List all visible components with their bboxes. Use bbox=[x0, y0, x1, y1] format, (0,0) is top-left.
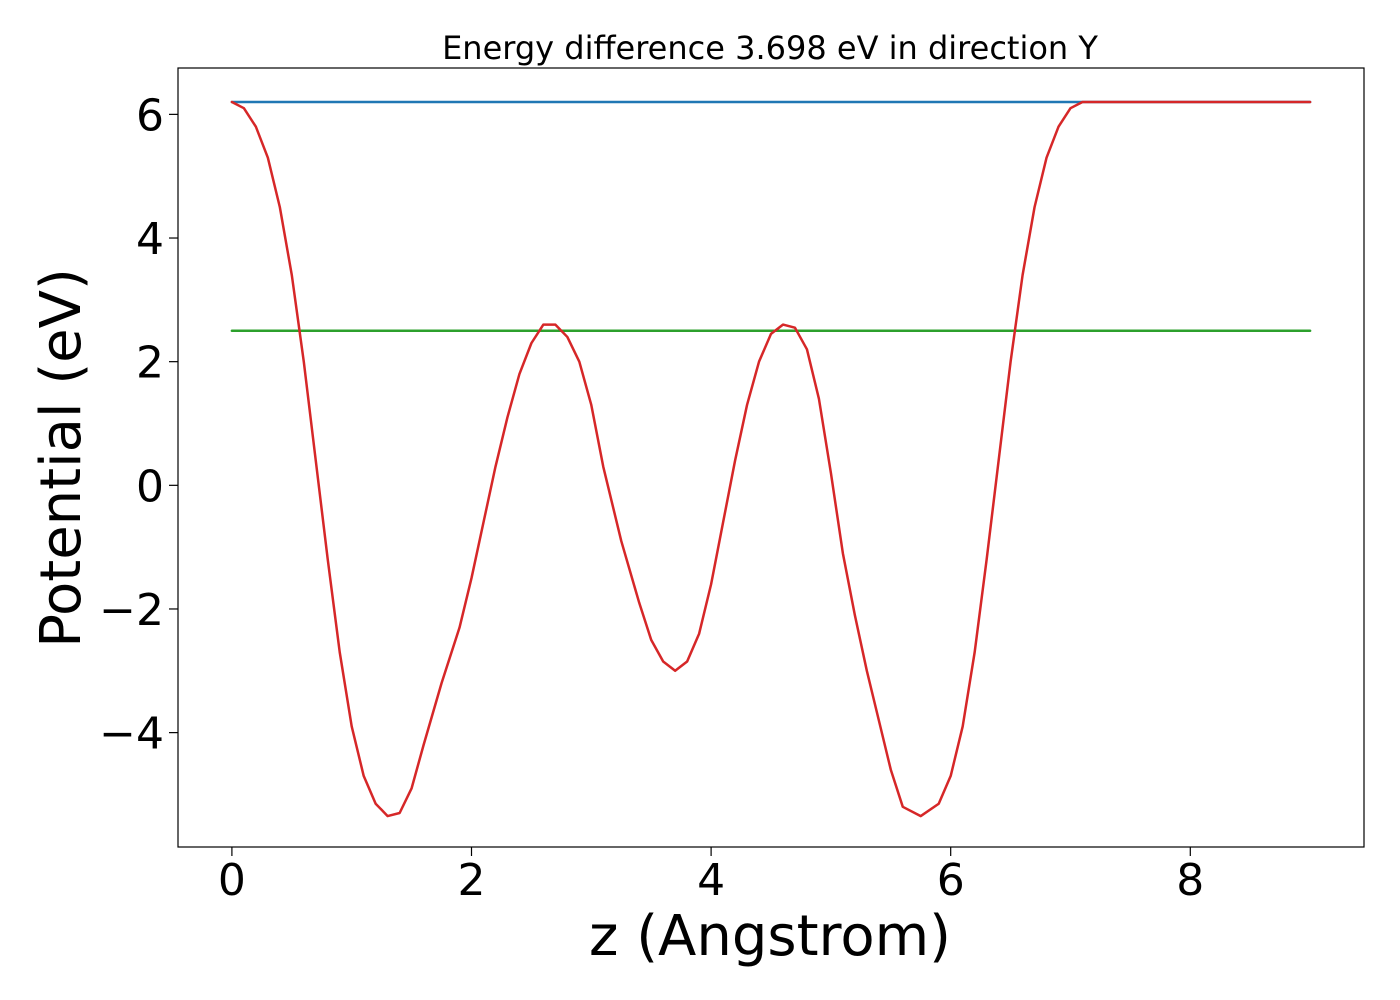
x-tick-label: 8 bbox=[1176, 855, 1204, 906]
y-tick-label: −4 bbox=[99, 709, 164, 760]
x-tick-label: 4 bbox=[697, 855, 725, 906]
x-axis-label: z (Angstrom) bbox=[589, 904, 951, 969]
y-axis-label: Potential (eV) bbox=[29, 268, 94, 648]
y-tick-label: −2 bbox=[99, 585, 164, 636]
y-tick-label: 6 bbox=[136, 90, 164, 141]
x-tick-label: 2 bbox=[458, 855, 486, 906]
series-layer bbox=[230, 100, 1312, 818]
plot-frame bbox=[177, 67, 1365, 848]
series-line-3 bbox=[230, 100, 1312, 818]
y-tick-label: 0 bbox=[136, 461, 164, 512]
y-tick-label: 4 bbox=[136, 214, 164, 265]
y-tick-label: 2 bbox=[136, 338, 164, 389]
x-axis-ticks: 0 2 4 6 8 bbox=[218, 847, 1204, 906]
x-tick-label: 0 bbox=[218, 855, 246, 906]
y-axis-ticks: −4 −2 0 2 4 6 bbox=[99, 90, 178, 760]
x-tick-label: 6 bbox=[937, 855, 965, 906]
chart-title: Energy difference 3.698 eV in direction … bbox=[442, 29, 1098, 67]
